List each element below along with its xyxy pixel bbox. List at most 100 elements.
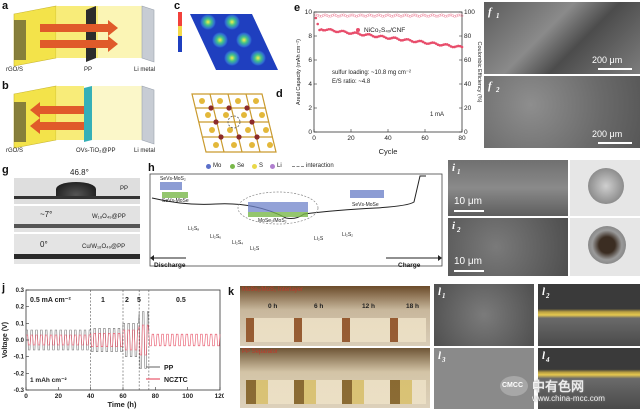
panel-e-capacity-point bbox=[438, 44, 442, 47]
panel-h-label: h bbox=[148, 162, 155, 174]
panel-j-xtick-label: 80 bbox=[152, 393, 160, 400]
panel-e-ce-point bbox=[403, 13, 407, 17]
panel-h-species-10: SeVs-MoSe bbox=[352, 202, 379, 208]
panel-g-label: g bbox=[2, 164, 9, 176]
panel-f2-scalebar bbox=[598, 142, 632, 144]
panel-g-film3 bbox=[14, 254, 140, 259]
panel-b-middle-label: OVs-TiO₂@PP bbox=[76, 148, 116, 154]
panel-e-xtick-label: 80 bbox=[458, 135, 466, 142]
panel-k-time-0: 0 h bbox=[268, 303, 278, 310]
panel-g-angle2: ~7° bbox=[40, 210, 53, 219]
panel-e-capacity-point bbox=[366, 32, 369, 36]
panel-f1-sublabel: 1 bbox=[496, 12, 500, 20]
panel-j-xtick-label: 20 bbox=[55, 393, 63, 400]
panel-e-ce-point bbox=[394, 13, 397, 17]
panel-l1-sublabel: 1 bbox=[442, 292, 446, 300]
panel-j-rate-4: 5 bbox=[137, 297, 141, 304]
panel-e-ce-point bbox=[384, 13, 388, 17]
panel-e-y2tick-label: 40 bbox=[464, 81, 472, 88]
panel-j-ytick-label: 0.1 bbox=[16, 321, 25, 327]
panel-l3-sublabel: 3 bbox=[442, 356, 446, 364]
panel-h-arrow-right-head bbox=[438, 255, 442, 261]
panel-j-ytick-label: 0.3 bbox=[16, 288, 25, 294]
panel-j-rate-5: 0.5 bbox=[176, 297, 186, 304]
panel-i2-image bbox=[448, 218, 568, 276]
panel-e-ce-point bbox=[362, 14, 366, 18]
panel-e-capacity-point bbox=[316, 22, 319, 26]
panel-h-species-9: Li₂S₂ bbox=[342, 232, 354, 238]
panel-d: d bbox=[172, 84, 290, 160]
panel-a-label: a bbox=[2, 0, 9, 12]
panel-i2-scale-text: 10 μm bbox=[454, 256, 482, 267]
panel-e-capacity-point bbox=[373, 35, 377, 39]
panel-e-capacity-point bbox=[321, 28, 325, 32]
panel-h-legend-s-icon bbox=[252, 164, 257, 169]
panel-f1-scalebar bbox=[598, 68, 632, 70]
panel-i: i 1 i 2 10 μm 10 μm bbox=[448, 160, 640, 278]
panel-f1-image bbox=[484, 2, 640, 74]
panel-e-capacity-point bbox=[360, 33, 364, 37]
panel-e-y2tick-label: 0 bbox=[464, 129, 468, 136]
panel-i1-sublabel: 1 bbox=[457, 168, 461, 176]
panel-e-chart: 0 20 40 60 80 0 2 4 6 8 10 0 20 40 60 80 100 NiCo₂S₄ₓ/… bbox=[296, 9, 482, 156]
panel-j-ytick-label: 0.0 bbox=[16, 338, 25, 344]
panel-g-name1: PP bbox=[120, 186, 129, 192]
panel-e-xtick-label: 0 bbox=[312, 135, 316, 142]
panel-l2-label: l bbox=[542, 286, 546, 298]
panel-e: e 0 20 40 60 80 0 2 4 6 8 10 0 20 40 60 80 100 NiCo₂S₄… bbox=[292, 0, 482, 160]
panel-e-ce-point bbox=[412, 13, 416, 17]
panel-e-y2label: Coulombic Efficiency (%) bbox=[476, 41, 482, 102]
panel-e-capacity-point bbox=[451, 45, 455, 49]
panel-j-rate-2: 1 bbox=[101, 297, 105, 304]
panel-j-xtick-label: 60 bbox=[119, 393, 127, 400]
panel-g-droplet1 bbox=[56, 182, 96, 196]
panel-h-highlight-ellipse bbox=[237, 191, 319, 225]
panel-e-ce-point bbox=[390, 14, 394, 18]
panel-j-xtick-label: 120 bbox=[215, 393, 224, 400]
panel-k-vials-bottom bbox=[246, 380, 426, 404]
panel-e-ce-point bbox=[340, 13, 344, 17]
panel-e-xtick-label: 40 bbox=[384, 135, 392, 142]
panel-f2-label: f bbox=[488, 80, 492, 92]
panel-f2-scale-text: 200 μm bbox=[592, 129, 623, 139]
panel-e-ce-point bbox=[460, 14, 464, 18]
panel-j-ytick-label: -0.2 bbox=[14, 371, 25, 377]
panel-e-ce-point bbox=[358, 13, 362, 17]
panel-e-note2: E/S ratio: ~4.8 bbox=[332, 79, 371, 85]
panel-i1-coin bbox=[588, 168, 624, 204]
panel-e-capacity-point bbox=[392, 36, 395, 39]
panel-j-rate-3: 2 bbox=[125, 297, 129, 304]
watermark-logo-text: CMCC bbox=[502, 382, 523, 389]
panel-j-capacity: 1 mAh cm⁻² bbox=[30, 377, 67, 384]
panel-e-capacity-point bbox=[379, 34, 382, 38]
panel-h: h Mo Se S Li interaction SeVs-MoS₂ SeVs-… bbox=[146, 162, 446, 276]
panel-j-xlabel: Time (h) bbox=[107, 400, 137, 409]
panel-e-y2tick-label: 100 bbox=[464, 9, 475, 16]
panel-l2-image bbox=[538, 284, 640, 346]
panel-g-film2 bbox=[14, 224, 140, 228]
panel-l4-sublabel: 4 bbox=[546, 356, 550, 364]
watermark-url: www.china-mcc.com bbox=[532, 394, 605, 403]
panel-a-diagram bbox=[13, 5, 155, 67]
panel-f1-scale-text: 200 μm bbox=[592, 55, 623, 65]
panel-b-label: b bbox=[2, 80, 9, 92]
panel-h-legend-se: Se bbox=[237, 163, 245, 169]
panel-k-row1-label: MoSe₂/MoS₂ Interlayer bbox=[242, 287, 304, 293]
panel-h-legend-li-icon bbox=[270, 164, 275, 169]
panel-l4-label: l bbox=[542, 350, 546, 362]
panel-e-ce-point bbox=[327, 14, 331, 18]
panel-j-legend-ncztc: NCZTC bbox=[164, 377, 188, 384]
panel-e-ce-point bbox=[444, 14, 447, 18]
panel-e-y2tick-label: 60 bbox=[464, 57, 472, 64]
panel-j-ylabel: Voltage (V) bbox=[2, 322, 9, 358]
panel-e-legend: NiCo₂S₄ₓ/CNF bbox=[364, 27, 405, 34]
panel-e-ce-point bbox=[318, 14, 321, 18]
panel-f-label: f bbox=[488, 6, 492, 18]
panel-e-capacity-point bbox=[327, 27, 331, 31]
panel-e-ce-point bbox=[416, 14, 419, 18]
panel-e-capacity-point bbox=[340, 29, 344, 33]
panel-e-ytick-label: 2 bbox=[308, 105, 312, 112]
panel-e-xlabel: Cycle bbox=[379, 147, 398, 156]
panel-e-capacity-point bbox=[460, 45, 464, 49]
watermark-logo bbox=[500, 376, 528, 396]
